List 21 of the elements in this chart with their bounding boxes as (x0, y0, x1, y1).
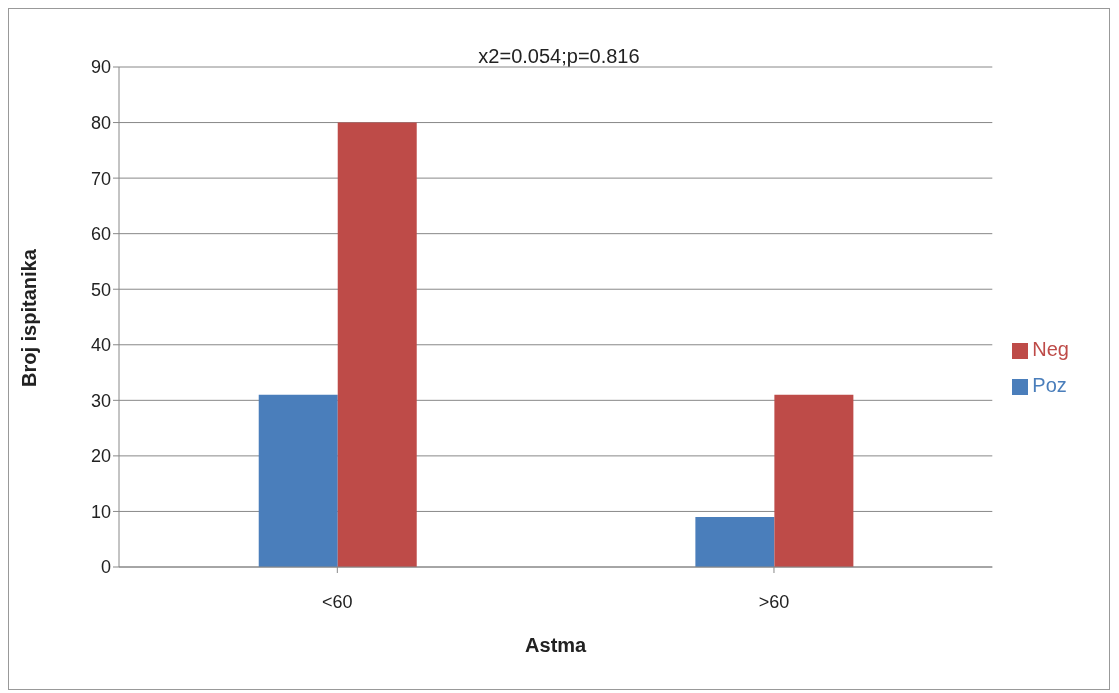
x-axis-title: Astma (525, 634, 588, 656)
y-tick-label: 60 (90, 224, 111, 245)
chart-title: x2=0.054;p=0.816 (478, 45, 640, 67)
bar (337, 122, 417, 567)
y-tick-label: 90 (90, 57, 111, 78)
y-tick-label: 40 (90, 335, 111, 356)
legend-label: Poz (1032, 374, 1067, 396)
y-tick-label: 20 (90, 446, 111, 467)
bar (258, 394, 338, 567)
legend-label: Neg (1032, 338, 1069, 360)
x-tick-label: <60 (322, 591, 353, 612)
y-tick-label: 70 (90, 168, 111, 189)
y-tick-label: 50 (90, 279, 111, 300)
y-tick-label: 30 (90, 390, 111, 411)
y-tick-label: 80 (90, 112, 111, 133)
y-tick-label: 10 (90, 501, 111, 522)
bar (695, 517, 775, 567)
x-tick-label: >60 (758, 591, 790, 612)
y-axis-title: Broj ispitanika (18, 248, 41, 387)
y-tick-label: 0 (100, 557, 111, 578)
bar (774, 394, 854, 567)
